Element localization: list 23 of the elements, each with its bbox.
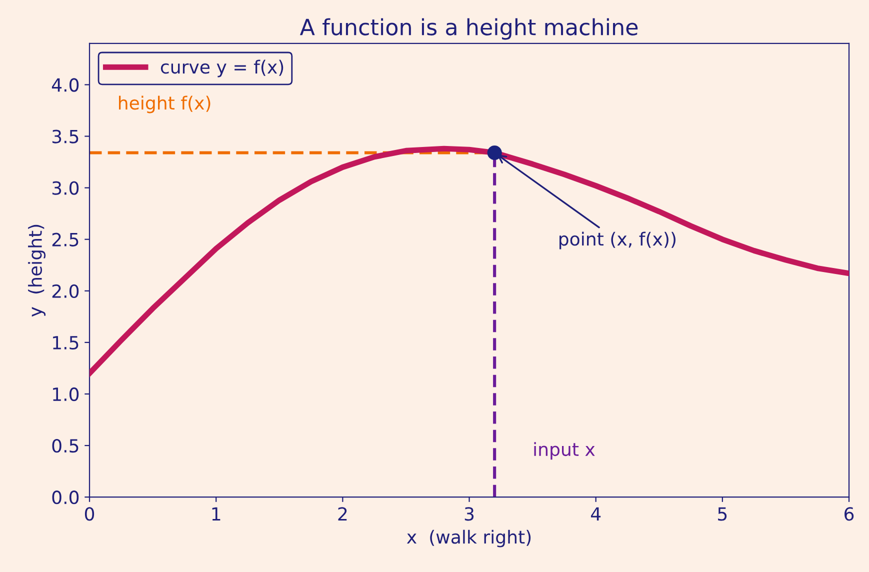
y-axis-title: y (height) [28, 224, 46, 317]
x-tick-label: 6 [844, 507, 854, 521]
annotation: point (x, f(x)) [560, 232, 676, 250]
y-tick-label: 2.5 [52, 232, 78, 246]
text: input x [534, 442, 595, 460]
y-tick-label: 0.5 [52, 438, 78, 453]
y-tick-label: 2.0 [52, 284, 79, 298]
x-tick-label: 3 [464, 507, 474, 521]
x-tick-label: 0 [84, 507, 94, 521]
y-tick-label: 1.0 [53, 387, 79, 402]
text: height f(x) [118, 96, 210, 114]
x-tick-label: 4 [590, 507, 601, 521]
y-tick-label: 1.5 [53, 336, 78, 350]
legend-label: curve y = f(x) [160, 60, 284, 78]
x-tick-label: 5 [718, 507, 727, 521]
y-tick-label: 3.0 [52, 181, 79, 195]
x-axis-title: x (walk right) [406, 530, 531, 548]
chart-title: A function is a height machine [300, 18, 638, 40]
x-tick-label: 2 [338, 507, 347, 521]
y-tick-label: 3.5 [52, 130, 78, 144]
y-tick-label: 0.0 [52, 490, 79, 504]
x-tick-label: 1 [212, 507, 220, 521]
y-tick-label: 4.0 [52, 78, 79, 92]
